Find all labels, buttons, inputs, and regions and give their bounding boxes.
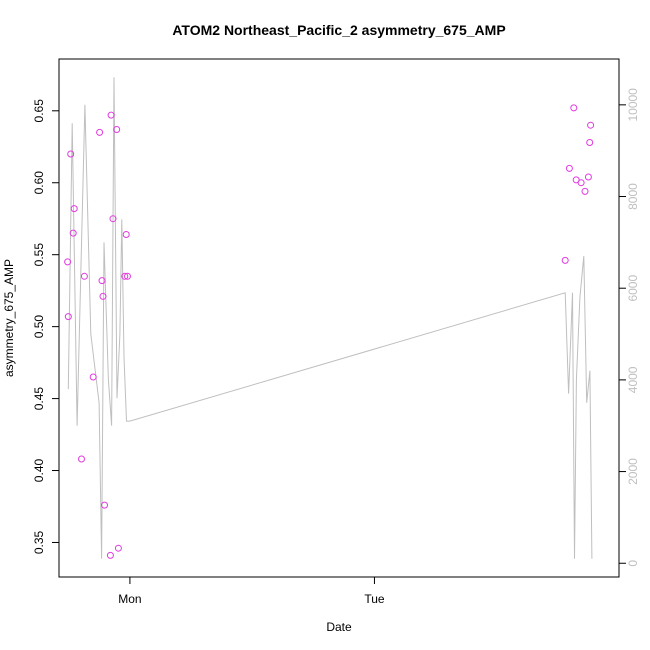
- data-point: [99, 292, 107, 300]
- y2-tick-label: 10000: [626, 88, 640, 122]
- data-point: [98, 277, 106, 285]
- data-point: [96, 128, 104, 136]
- y2-tick-label: 6000: [626, 275, 640, 302]
- y-tick-label: 0.65: [32, 99, 46, 123]
- y2-tick-label: 2000: [626, 458, 640, 485]
- data-point: [80, 272, 88, 280]
- data-point: [121, 272, 129, 280]
- x-axis-label: Date: [326, 620, 352, 634]
- y2-tick-label: 0: [626, 560, 640, 567]
- data-point: [109, 215, 117, 223]
- data-point: [570, 104, 578, 112]
- x-tick-label: Mon: [118, 592, 141, 606]
- y-tick-label: 0.40: [32, 459, 46, 483]
- plot-area: 0.35 0.40 0.45 0.50 0.55 0.60 0.65 0 2000 4000 600…: [32, 58, 640, 606]
- data-point: [586, 139, 594, 146]
- data-point: [122, 231, 130, 238]
- y-tick-label: 0.50: [32, 315, 46, 339]
- y-tick-label: 0.35: [32, 530, 46, 554]
- y-tick-label: 0.45: [32, 387, 46, 411]
- data-point: [565, 164, 573, 172]
- y2-tick-label: 8000: [626, 183, 640, 210]
- data-point: [581, 187, 589, 195]
- x-tick-label: Tue: [364, 592, 385, 606]
- data-point: [64, 313, 72, 321]
- data-point: [587, 121, 595, 129]
- y-axis-label: asymmetry_675_AMP: [2, 259, 16, 377]
- data-point: [577, 179, 585, 187]
- y2-tick-label: 4000: [626, 366, 640, 393]
- y-tick-label: 0.55: [32, 243, 46, 267]
- data-point: [67, 150, 75, 158]
- plot-frame: [58, 58, 620, 578]
- data-point: [107, 111, 115, 119]
- data-point: [70, 205, 78, 213]
- chart-title: ATOM2 Northeast_Pacific_2 asymmetry_675_…: [172, 22, 505, 38]
- data-point: [101, 501, 108, 509]
- data-point: [64, 258, 72, 266]
- data-point: [114, 544, 122, 552]
- data-point: [69, 229, 77, 237]
- data-point: [124, 272, 131, 280]
- y-tick-label: 0.60: [32, 171, 46, 195]
- data-point: [113, 126, 121, 133]
- data-point: [584, 173, 592, 181]
- data-point: [78, 455, 85, 463]
- data-point: [89, 373, 97, 381]
- data-point: [106, 551, 114, 559]
- series-line: [67, 77, 593, 559]
- data-point: [561, 256, 569, 264]
